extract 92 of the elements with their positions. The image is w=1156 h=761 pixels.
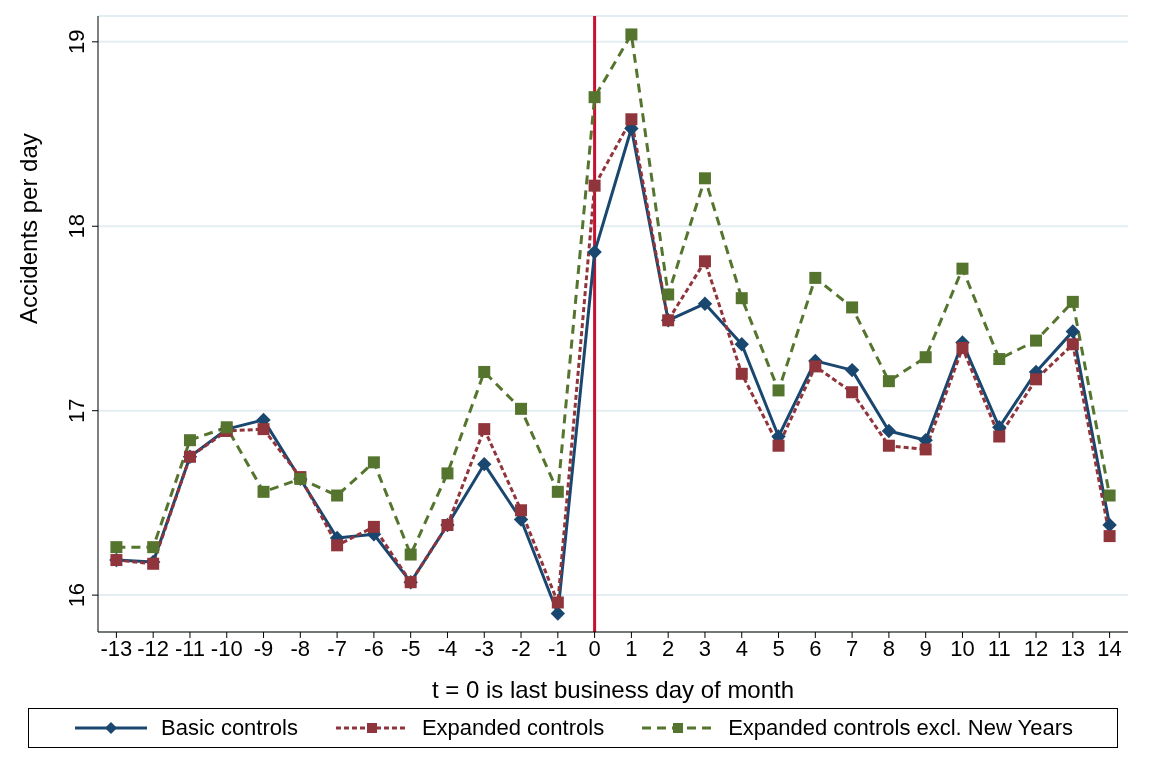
point: [551, 485, 564, 498]
x-tick-label: -4: [437, 635, 458, 661]
point: [478, 365, 491, 378]
point: [1030, 373, 1043, 386]
point: [734, 337, 749, 352]
point: [625, 28, 638, 41]
point: [919, 443, 932, 456]
x-tick-label: 3: [698, 635, 712, 661]
point: [844, 362, 860, 378]
x-tick-label: 12: [1023, 635, 1049, 661]
point: [956, 341, 969, 354]
point: [846, 301, 859, 314]
point: [367, 456, 380, 469]
x-tick-label: -5: [400, 635, 421, 661]
x-tick-label: -9: [253, 635, 274, 661]
legend-label: Expanded controls: [420, 715, 605, 741]
point: [331, 539, 344, 552]
x-axis-title: t = 0 is last business day of month: [431, 676, 795, 703]
point: [331, 489, 344, 502]
point: [367, 520, 380, 533]
point: [1065, 324, 1081, 339]
x-tick-label: -8: [290, 635, 311, 661]
x-tick-label: -6: [364, 635, 384, 661]
x-tick-label: -10: [210, 635, 243, 661]
x-tick-label: 0: [588, 635, 601, 661]
y-axis-title: Accidents per day: [14, 133, 42, 324]
point: [735, 367, 748, 380]
point: [735, 292, 748, 305]
x-tick-label: 7: [845, 635, 859, 661]
point: [441, 467, 454, 480]
point: [1103, 530, 1116, 543]
point: [404, 548, 417, 561]
point: [257, 485, 270, 498]
x-tick-label: 13: [1060, 635, 1086, 661]
x-tick-label: -12: [137, 635, 170, 661]
x-tick-label: 2: [662, 635, 675, 661]
point: [1066, 295, 1079, 308]
x-tick-label: 14: [1097, 635, 1122, 661]
x-tick-label: -2: [511, 635, 531, 661]
point: [477, 456, 492, 472]
point: [587, 244, 602, 260]
x-tick-label: 4: [735, 635, 748, 661]
point: [697, 296, 713, 311]
x-tick-label: -13: [100, 635, 133, 661]
point: [881, 423, 897, 439]
y-tick-label: 16: [64, 582, 89, 608]
legend-label: Expanded controls excl. New Years: [727, 715, 1074, 741]
legend-label: Basic controls: [159, 715, 298, 741]
point: [993, 430, 1006, 443]
x-tick-label: 9: [919, 635, 932, 661]
point: [110, 541, 123, 554]
point: [1103, 489, 1116, 502]
x-tick-label: -1: [548, 635, 568, 661]
point: [772, 384, 785, 397]
x-tick-label: -7: [327, 635, 347, 661]
point: [588, 179, 601, 192]
x-tick-label: 6: [809, 635, 822, 661]
point: [919, 351, 932, 364]
point: [147, 541, 160, 554]
y-tick-label: 19: [64, 29, 89, 55]
point: [809, 271, 822, 284]
y-tick-label: 18: [64, 214, 89, 239]
x-tick-label: 5: [772, 635, 785, 661]
point: [588, 91, 601, 104]
x-tick-label: 8: [882, 635, 896, 661]
x-tick-label: -3: [474, 635, 495, 661]
point: [662, 288, 675, 301]
point: [551, 596, 564, 609]
x-tick-label: -11: [174, 635, 206, 661]
point: [1030, 334, 1043, 347]
point: [515, 402, 528, 415]
point: [515, 504, 528, 517]
point: [772, 439, 785, 452]
point: [257, 423, 270, 436]
point: [993, 353, 1006, 366]
x-tick-label: 11: [987, 635, 1011, 661]
point: [625, 113, 638, 126]
point: [882, 375, 895, 388]
point: [698, 255, 711, 268]
y-tick-label: 17: [64, 398, 89, 423]
point: [846, 386, 859, 399]
point: [882, 439, 895, 452]
point: [478, 423, 491, 436]
point: [1102, 517, 1117, 533]
point: [809, 360, 822, 373]
point: [1066, 338, 1079, 351]
point: [698, 172, 711, 185]
x-tick-label: 10: [950, 635, 975, 661]
x-tick-label: 1: [625, 635, 638, 661]
point: [183, 434, 196, 447]
point: [550, 606, 566, 621]
point: [956, 262, 969, 275]
